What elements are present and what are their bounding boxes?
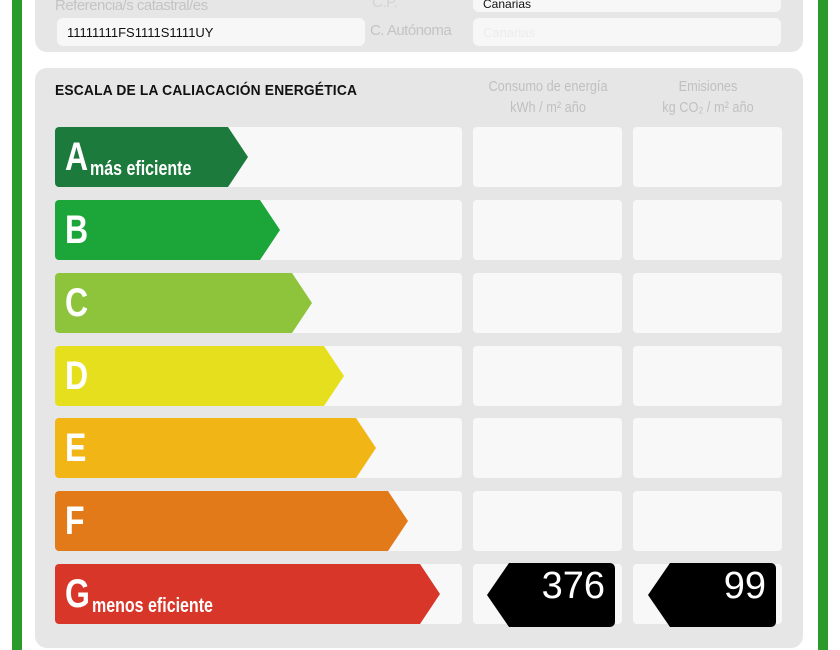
rating-letter: C <box>65 280 89 325</box>
rating-arrow-b: B <box>55 200 280 260</box>
rating-letter: A <box>65 134 89 179</box>
rating-arrow-g: G menos eficiente <box>55 564 440 624</box>
emisiones-indicator: 99 <box>648 563 776 627</box>
rating-letter: G <box>65 571 90 616</box>
rating-arrow-e: E <box>55 418 376 478</box>
rating-arrow-c: C <box>55 273 312 333</box>
cp-field: Canarias <box>473 0 781 12</box>
rating-letter: B <box>65 207 89 252</box>
rating-desc: más eficiente <box>89 158 192 180</box>
consumo-cell <box>473 491 622 551</box>
emisiones-cell <box>633 273 782 333</box>
scale-title: ESCALA DE LA CALIACACIÓN ENERGÉTICA <box>55 82 358 99</box>
emisiones-cell <box>633 346 782 406</box>
cp-label: C.P. <box>372 0 398 11</box>
ca-label: C. Autónoma <box>370 22 452 39</box>
rating-letter: E <box>65 425 87 470</box>
rating-arrow-f: F <box>55 491 408 551</box>
consumo-indicator: 376 <box>487 563 615 627</box>
consumo-cell <box>473 127 622 187</box>
rating-letter: F <box>65 498 85 543</box>
green-frame <box>12 0 828 650</box>
emisiones-cell <box>633 200 782 260</box>
rating-arrow-a: A más eficiente <box>55 127 248 187</box>
rating-arrow-d: D <box>55 346 344 406</box>
rating-desc: menos eficiente <box>92 595 214 617</box>
emisiones-cell <box>633 418 782 478</box>
emisiones-cell <box>633 491 782 551</box>
rating-letter: D <box>65 353 89 398</box>
consumo-cell <box>473 346 622 406</box>
consumo-cell <box>473 273 622 333</box>
ca-field: Canarias <box>473 18 781 46</box>
consumo-header: Consumo de energía kWh / m² año <box>488 78 608 116</box>
consumo-cell <box>473 418 622 478</box>
ref-label: Referencia/s catastral/es <box>55 0 208 14</box>
emisiones-cell <box>633 127 782 187</box>
emisiones-header: Emisiones kg CO₂ / m² año <box>662 78 754 116</box>
ref-field: 11111111FS1111S1111UY <box>57 18 365 46</box>
consumo-cell <box>473 200 622 260</box>
